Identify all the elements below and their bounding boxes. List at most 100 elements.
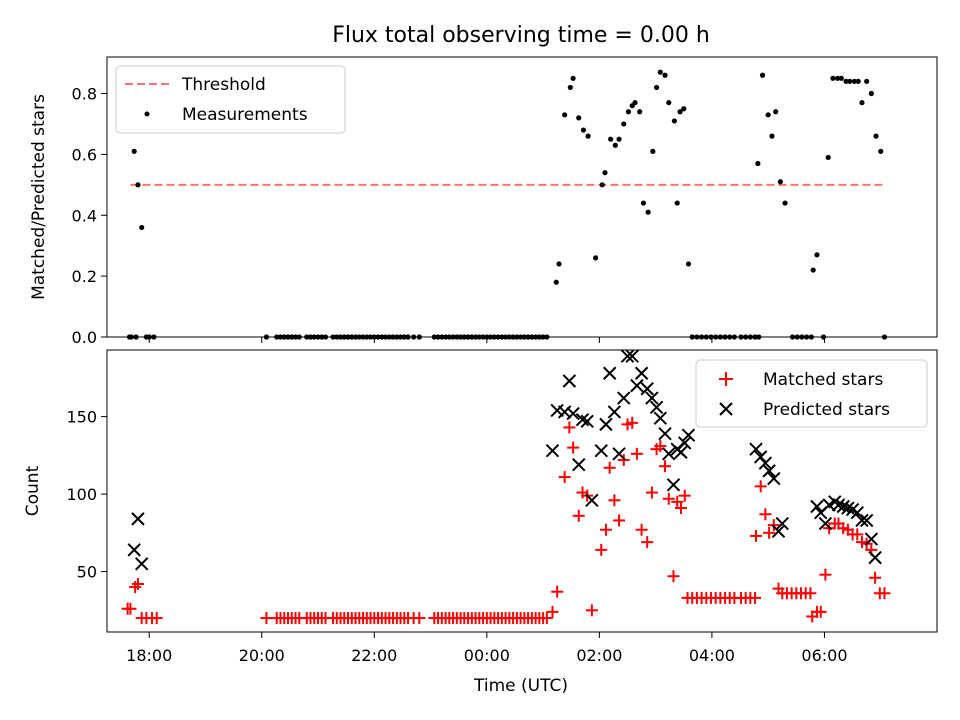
matched-star-marker [131,577,144,590]
measurement-point [135,182,141,188]
measurement-point [657,69,663,75]
predicted-star-marker [771,524,786,538]
matched-star-marker [150,612,163,625]
measurement-point [681,106,687,112]
predicted-star-marker [859,513,874,528]
predicted-star-marker [640,382,654,396]
bottom-y-axis-label: Count [23,465,43,516]
predicted-star-marker [585,493,599,508]
predicted-star-marker [649,400,664,415]
predicted-star-marker [868,550,882,565]
y-tick-label: 0.0 [72,328,97,347]
predicted-star-marker [810,499,824,514]
matched-star-marker [540,612,553,625]
legend-matched-swatch [719,372,733,386]
measurement-point [599,182,605,188]
predicted-star-marker [594,444,608,458]
matched-star-marker [678,489,691,502]
matched-star-marker [667,570,680,583]
measurement-point [677,109,683,115]
matched-star-marker [599,523,612,536]
predicted-star-marker [572,457,586,472]
measurement-point [625,109,632,115]
predicted-star-marker [753,450,768,464]
y-tick-label: 50 [77,563,97,582]
predicted-star-marker [566,406,580,421]
predicted-star-marker [836,499,850,514]
matched-star-marker [635,523,648,536]
matched-star-marker [674,502,687,515]
measurement-point [616,136,622,142]
predicted-star-marker [674,445,688,459]
y-tick-label: 0.4 [72,206,97,225]
matched-star-marker [754,480,767,493]
measurement-point [855,78,861,84]
predicted-star-marker [599,417,613,432]
predicted-star-marker [662,447,676,461]
top-legend: Threshold Measurements [115,65,346,134]
top-legend-box [115,65,346,134]
legend-predicted-swatch [719,402,733,416]
matched-star-marker [630,447,643,460]
matched-star-marker [613,514,626,527]
matched-star-marker [763,526,776,539]
predicted-star-marker [580,414,594,428]
figure-title: Flux total observing time = 0.00 h [332,23,710,48]
legend-measurements-swatch [144,111,150,117]
predicted-star-marker [630,378,644,393]
matched-star-marker [608,494,621,507]
measurement-point [139,224,145,231]
measurement-point [864,78,870,84]
measurement-point [878,148,884,154]
bottom-y-ticks: 50 100 150 [66,408,107,582]
predicted-star-marker [653,411,668,425]
predicted-star-marker [850,505,864,520]
predicted-star-marker [645,391,659,405]
predicted-star-marker [758,456,773,470]
measurement-point [567,84,573,91]
measurement-point [666,100,672,106]
measurement-point [645,209,651,215]
measurement-point [674,200,680,206]
measurement-point [873,133,879,139]
x-tick-label: 04:00 [689,646,735,665]
matched-star-marker [767,519,780,532]
measurement-point [765,112,771,118]
predicted-star-marker [562,374,577,388]
predicted-star-marker [602,366,617,380]
matched-star-marker [641,536,654,549]
predicted-star-marker [818,516,833,531]
measurement-point [825,154,831,161]
matched-star-marker [749,529,762,542]
matched-star-marker [551,585,564,598]
matched-star-marker [413,612,426,625]
measurement-point [777,179,783,185]
predicted-star-marker [620,349,635,363]
legend-threshold-label: Threshold [181,75,266,95]
predicted-star-marker [749,442,763,456]
predicted-star-marker [127,543,141,557]
matched-star-marker [546,605,559,618]
top-axes: 0.00.20.40.60.8 Matched/Predicted stars … [29,56,938,347]
predicted-star-marker [762,464,776,478]
measurement-point [602,170,608,176]
top-y-axis-label: Matched/Predicted stars [29,94,49,300]
predicted-star-marker [131,512,145,526]
top-x-ticks [148,337,825,343]
measurement-point [650,148,656,154]
legend-predicted-label: Predicted stars [763,400,890,420]
measurement-point [814,252,820,258]
matched-star-marker [124,602,137,615]
y-tick-label: 0.2 [72,267,97,286]
matched-star-marker [869,571,882,584]
predicted-star-marker [134,557,149,571]
measurement-point [847,78,853,84]
measurement-point [580,127,587,133]
predicted-star-marker [678,436,692,450]
measurement-point [585,133,591,139]
measurement-point [593,255,599,261]
measurement-point [131,148,137,154]
measurement-point [843,78,849,84]
predicted-star-marker [625,349,639,363]
